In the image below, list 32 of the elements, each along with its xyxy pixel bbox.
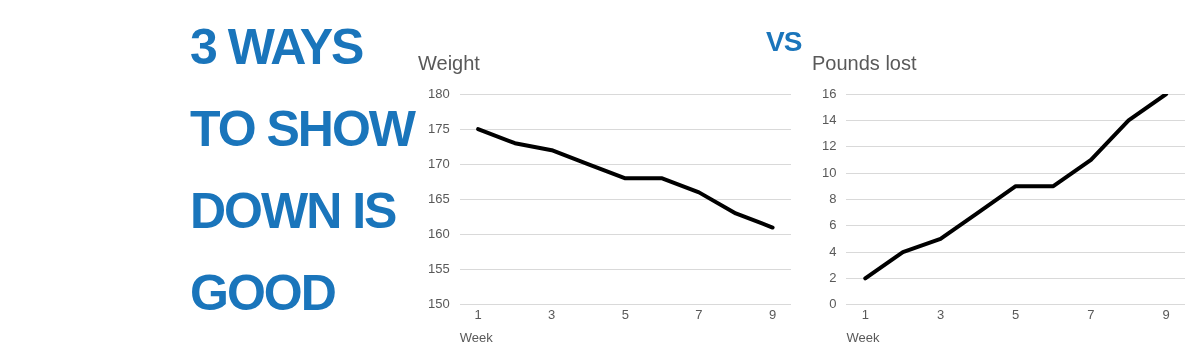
y-tick-label: 160 [427,226,450,242]
y-tick-label: 155 [427,261,450,277]
y-tick-label: 2 [829,270,837,286]
y-tick-label: 150 [427,296,450,312]
chart-title: Weight [418,51,481,74]
text: 3 WAYS TO SHOW DOWN IS GOOD [190,19,414,321]
chart-title: Pounds lost [812,51,917,74]
x-axis-title: Week [846,329,880,345]
y-tick-label: 16 [821,85,837,101]
x-axis-title: Week [459,329,494,345]
y-tick-label: 10 [821,164,837,180]
y-tick-label: 0 [829,296,837,312]
x-tick-label: 5 [1012,307,1020,323]
y-tick-label: 6 [829,217,837,233]
y-tick-label: 4 [829,243,837,259]
x-tick-label: 9 [1162,307,1170,323]
text: VS [766,26,802,58]
y-tick-label: 180 [427,85,450,101]
x-tick-label: 5 [621,307,629,323]
y-tick-label: 165 [427,190,450,206]
y-tick-label: 12 [821,138,837,154]
y-tick-label: 14 [821,111,837,127]
x-tick-label: 9 [768,307,777,323]
y-tick-label: 175 [427,120,450,136]
x-tick-label: 3 [936,307,945,323]
x-tick-label: 1 [474,307,482,323]
x-tick-label: 7 [1087,307,1095,323]
y-tick-label: 170 [427,155,450,171]
y-tick-label: 8 [829,190,837,206]
x-tick-label: 3 [548,307,556,323]
x-tick-label: 1 [861,307,869,323]
x-tick-label: 7 [695,307,703,323]
